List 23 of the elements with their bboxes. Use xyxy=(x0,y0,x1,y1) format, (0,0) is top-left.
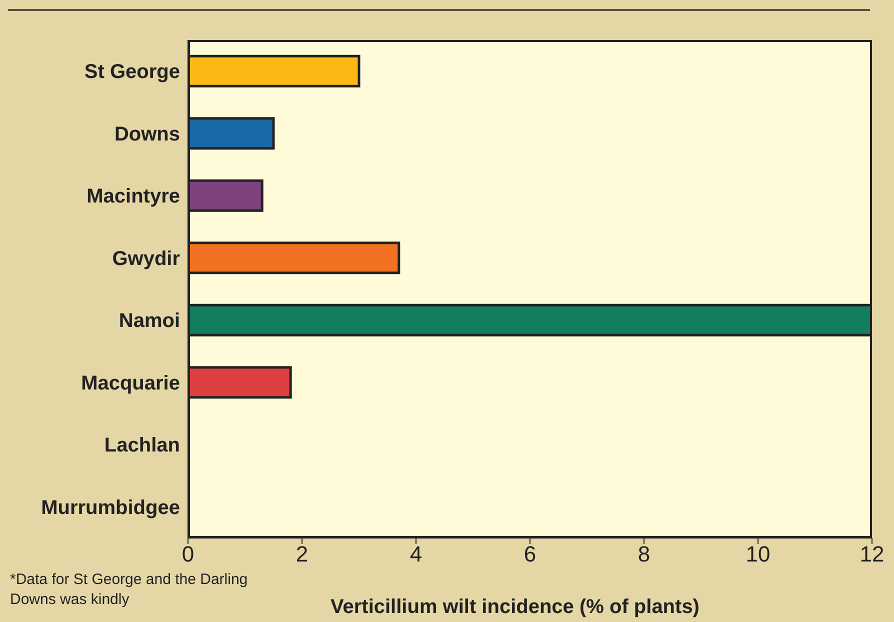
y-tick-label: St George xyxy=(84,61,180,84)
bar xyxy=(188,54,360,88)
y-tick-label: Murrumbidgee xyxy=(41,496,180,519)
y-tick-label: Namoi xyxy=(118,310,180,332)
y-tick-label: Macintyre xyxy=(86,186,180,208)
bar xyxy=(188,242,400,274)
bar xyxy=(188,366,292,399)
y-tick-label: Downs xyxy=(114,123,180,146)
x-tick-label: 0 xyxy=(182,542,194,567)
x-tick-label: 6 xyxy=(524,542,536,567)
bar xyxy=(188,179,264,212)
y-tick-label: Macquarie xyxy=(81,372,180,394)
bar xyxy=(188,304,872,336)
x-axis-title: Verticillium wilt incidence (% of plants) xyxy=(330,596,700,619)
x-tick-label: 4 xyxy=(410,542,422,567)
bar xyxy=(188,117,275,150)
y-tick-label: Lachlan xyxy=(104,434,180,457)
x-tick-label: 2 xyxy=(296,542,308,567)
text: *Data for St George and the Darling Downs was kindly xyxy=(10,570,249,610)
x-tick-label: 10 xyxy=(746,542,770,567)
x-tick-label: 12 xyxy=(860,542,884,567)
x-tick-label: 8 xyxy=(638,542,650,567)
y-tick-label: Gwydir xyxy=(112,248,180,270)
